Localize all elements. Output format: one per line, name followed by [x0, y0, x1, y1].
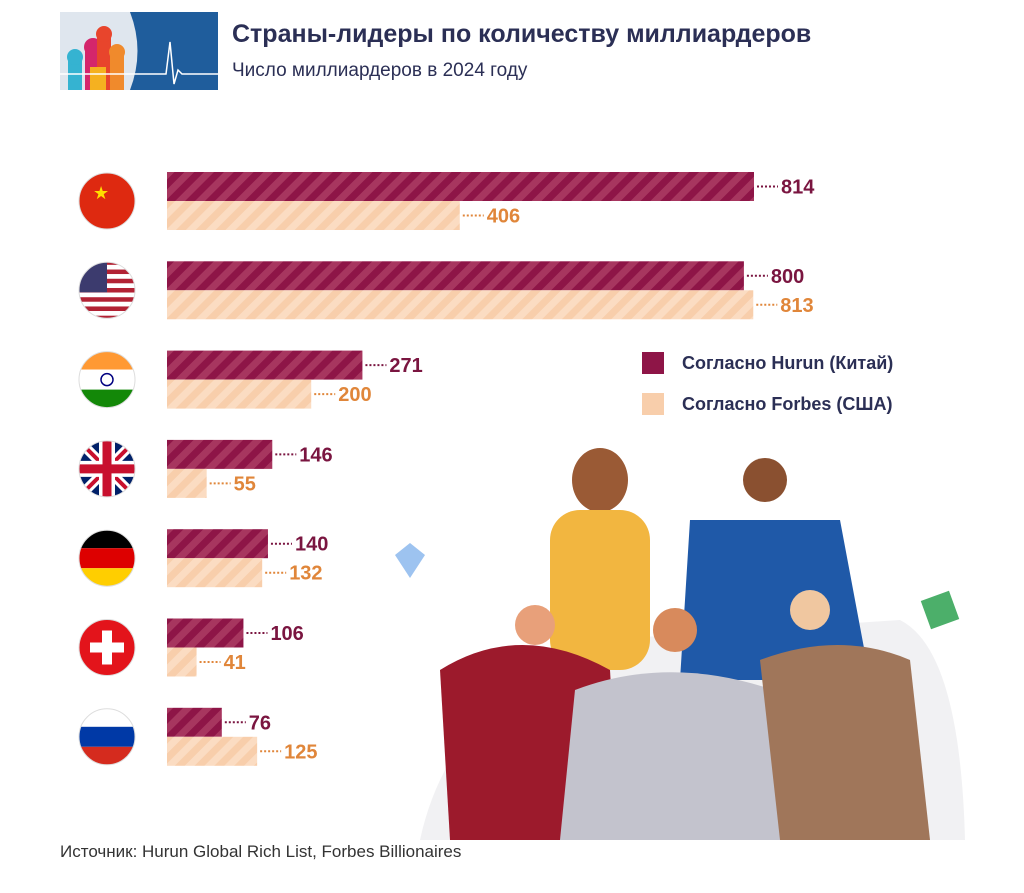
flag-switzerland-icon: Швейцария — [79, 619, 135, 676]
bar-hurun — [167, 529, 268, 559]
page-subtitle: Число миллиардеров в 2024 году — [232, 60, 528, 81]
bar-forbes — [167, 290, 754, 320]
bar-forbes — [167, 468, 207, 498]
flag-uk-icon: Великобритания — [79, 440, 135, 497]
bar-forbes — [167, 558, 263, 588]
bar-forbes — [167, 647, 197, 677]
logo-image — [60, 12, 218, 90]
flag-germany-icon: Германия — [79, 530, 135, 587]
flag-usa-icon: США — [79, 262, 135, 319]
bar-hurun — [167, 618, 244, 648]
data-label-forbes: 125 — [284, 741, 317, 763]
page-title: Страны-лидеры по количеству миллиардеров — [232, 20, 812, 48]
data-label-hurun: 146 — [299, 444, 332, 466]
data-label-hurun: 800 — [771, 266, 804, 288]
data-label-forbes: 55 — [234, 473, 256, 495]
billionaires-illustration — [395, 448, 965, 840]
data-label-hurun: 271 — [389, 355, 422, 377]
flag-india-icon: Индия — [79, 351, 135, 408]
legend-swatch-forbes — [642, 393, 664, 415]
bar-hurun — [167, 261, 744, 291]
data-label-hurun: 814 — [781, 177, 815, 199]
bar-hurun — [167, 350, 363, 380]
bar-hurun — [167, 439, 273, 469]
legend-item-hurun: Согласно Hurun (Китай) — [642, 352, 893, 374]
data-label-forbes: 200 — [338, 384, 371, 406]
svg-text:★: ★ — [93, 183, 109, 203]
data-label-forbes: 41 — [224, 652, 246, 674]
bar-hurun — [167, 172, 754, 201]
source-note: Источник: Hurun Global Rich List, Forbes… — [60, 842, 462, 861]
flag-china-icon: Китай★ — [79, 173, 135, 229]
flag-russia-icon: Россия — [79, 708, 135, 765]
logo — [60, 12, 218, 90]
data-label-hurun: 106 — [270, 623, 303, 645]
data-label-hurun: 140 — [295, 534, 328, 556]
data-label-forbes: 813 — [780, 295, 813, 317]
legend-label-hurun: Согласно Hurun (Китай) — [682, 352, 894, 373]
data-label-forbes: 406 — [487, 206, 520, 228]
legend-label-forbes: Согласно Forbes (США) — [682, 393, 893, 414]
bar-forbes — [167, 201, 460, 230]
data-label-hurun: 76 — [249, 712, 271, 734]
bar-forbes — [167, 736, 258, 766]
bar-hurun — [167, 707, 222, 737]
legend-swatch-hurun — [642, 352, 664, 374]
legend-item-forbes: Согласно Forbes (США) — [642, 393, 892, 415]
bar-forbes — [167, 379, 312, 409]
data-label-forbes: 132 — [289, 563, 322, 585]
